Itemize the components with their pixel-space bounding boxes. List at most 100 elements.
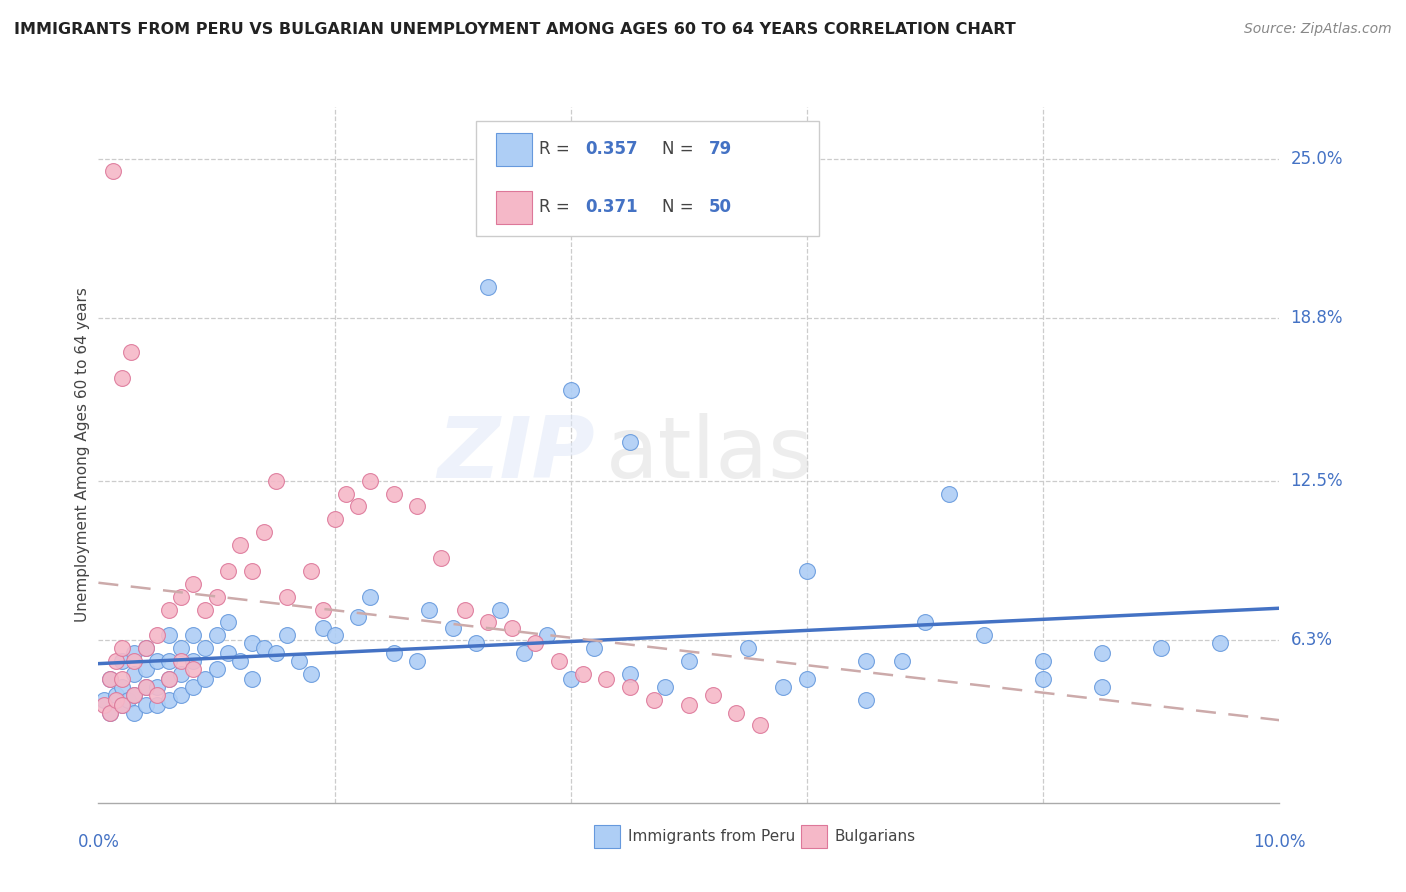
Text: IMMIGRANTS FROM PERU VS BULGARIAN UNEMPLOYMENT AMONG AGES 60 TO 64 YEARS CORRELA: IMMIGRANTS FROM PERU VS BULGARIAN UNEMPL…: [14, 22, 1015, 37]
Point: [312, 621, 335, 635]
Text: 0.357: 0.357: [585, 140, 638, 159]
Point: [194, 672, 217, 686]
Point: [312, 602, 335, 616]
Point: [217, 646, 239, 660]
Point: [240, 672, 263, 686]
Point: [98, 672, 121, 686]
Point: [111, 641, 134, 656]
Point: [122, 654, 145, 668]
Point: [1091, 680, 1114, 694]
Point: [105, 692, 128, 706]
Point: [205, 590, 228, 604]
Point: [181, 628, 204, 642]
Point: [135, 662, 157, 676]
FancyBboxPatch shape: [477, 121, 818, 235]
Point: [299, 667, 322, 681]
Point: [536, 628, 558, 642]
Point: [229, 538, 252, 552]
Point: [170, 654, 193, 668]
Point: [560, 672, 582, 686]
Point: [135, 680, 157, 694]
Point: [299, 564, 322, 578]
Point: [105, 654, 128, 668]
Point: [146, 680, 169, 694]
Point: [1032, 654, 1054, 668]
Point: [890, 654, 912, 668]
Text: R =: R =: [538, 198, 575, 216]
Point: [571, 667, 593, 681]
Point: [855, 654, 877, 668]
Point: [418, 602, 440, 616]
Text: Immigrants from Peru: Immigrants from Peru: [627, 830, 794, 845]
Point: [678, 698, 700, 712]
Text: ZIP: ZIP: [437, 413, 595, 497]
Text: Bulgarians: Bulgarians: [834, 830, 915, 845]
Text: 12.5%: 12.5%: [1291, 472, 1343, 490]
Point: [98, 706, 121, 720]
Point: [702, 688, 724, 702]
Point: [146, 698, 169, 712]
Point: [796, 564, 818, 578]
Point: [643, 692, 665, 706]
Point: [111, 698, 134, 712]
Point: [1209, 636, 1232, 650]
Point: [359, 590, 381, 604]
Text: N =: N =: [662, 140, 699, 159]
Point: [111, 680, 134, 694]
FancyBboxPatch shape: [801, 825, 827, 848]
Point: [501, 621, 523, 635]
Point: [93, 692, 115, 706]
Point: [430, 551, 453, 566]
Point: [323, 512, 346, 526]
Point: [229, 654, 252, 668]
Point: [135, 680, 157, 694]
Point: [441, 621, 464, 635]
Point: [725, 706, 748, 720]
Point: [253, 641, 276, 656]
Point: [157, 654, 180, 668]
Point: [135, 641, 157, 656]
Text: R =: R =: [538, 140, 575, 159]
Point: [111, 654, 134, 668]
Text: 25.0%: 25.0%: [1291, 150, 1343, 168]
Text: 0.371: 0.371: [585, 198, 638, 216]
Point: [347, 610, 370, 624]
Point: [264, 646, 287, 660]
Point: [276, 590, 298, 604]
Point: [489, 602, 512, 616]
Point: [619, 435, 641, 450]
Point: [855, 692, 877, 706]
FancyBboxPatch shape: [496, 133, 531, 166]
Text: 0.0%: 0.0%: [77, 833, 120, 851]
Point: [194, 641, 217, 656]
Point: [117, 692, 139, 706]
Point: [135, 698, 157, 712]
Point: [335, 486, 357, 500]
Point: [406, 654, 429, 668]
Point: [157, 692, 180, 706]
Point: [205, 662, 228, 676]
Point: [477, 280, 499, 294]
Point: [121, 344, 143, 359]
Point: [157, 672, 180, 686]
Point: [465, 636, 488, 650]
Point: [111, 370, 134, 384]
Point: [146, 654, 169, 668]
Point: [240, 564, 263, 578]
Point: [748, 718, 770, 732]
Point: [98, 672, 121, 686]
Point: [737, 641, 759, 656]
Point: [1091, 646, 1114, 660]
Point: [678, 654, 700, 668]
Point: [217, 615, 239, 630]
Point: [973, 628, 995, 642]
Point: [105, 688, 128, 702]
Point: [359, 474, 381, 488]
Point: [619, 680, 641, 694]
FancyBboxPatch shape: [496, 191, 531, 224]
Point: [264, 474, 287, 488]
Point: [619, 667, 641, 681]
Point: [938, 486, 960, 500]
Point: [595, 672, 617, 686]
Text: atlas: atlas: [606, 413, 814, 497]
